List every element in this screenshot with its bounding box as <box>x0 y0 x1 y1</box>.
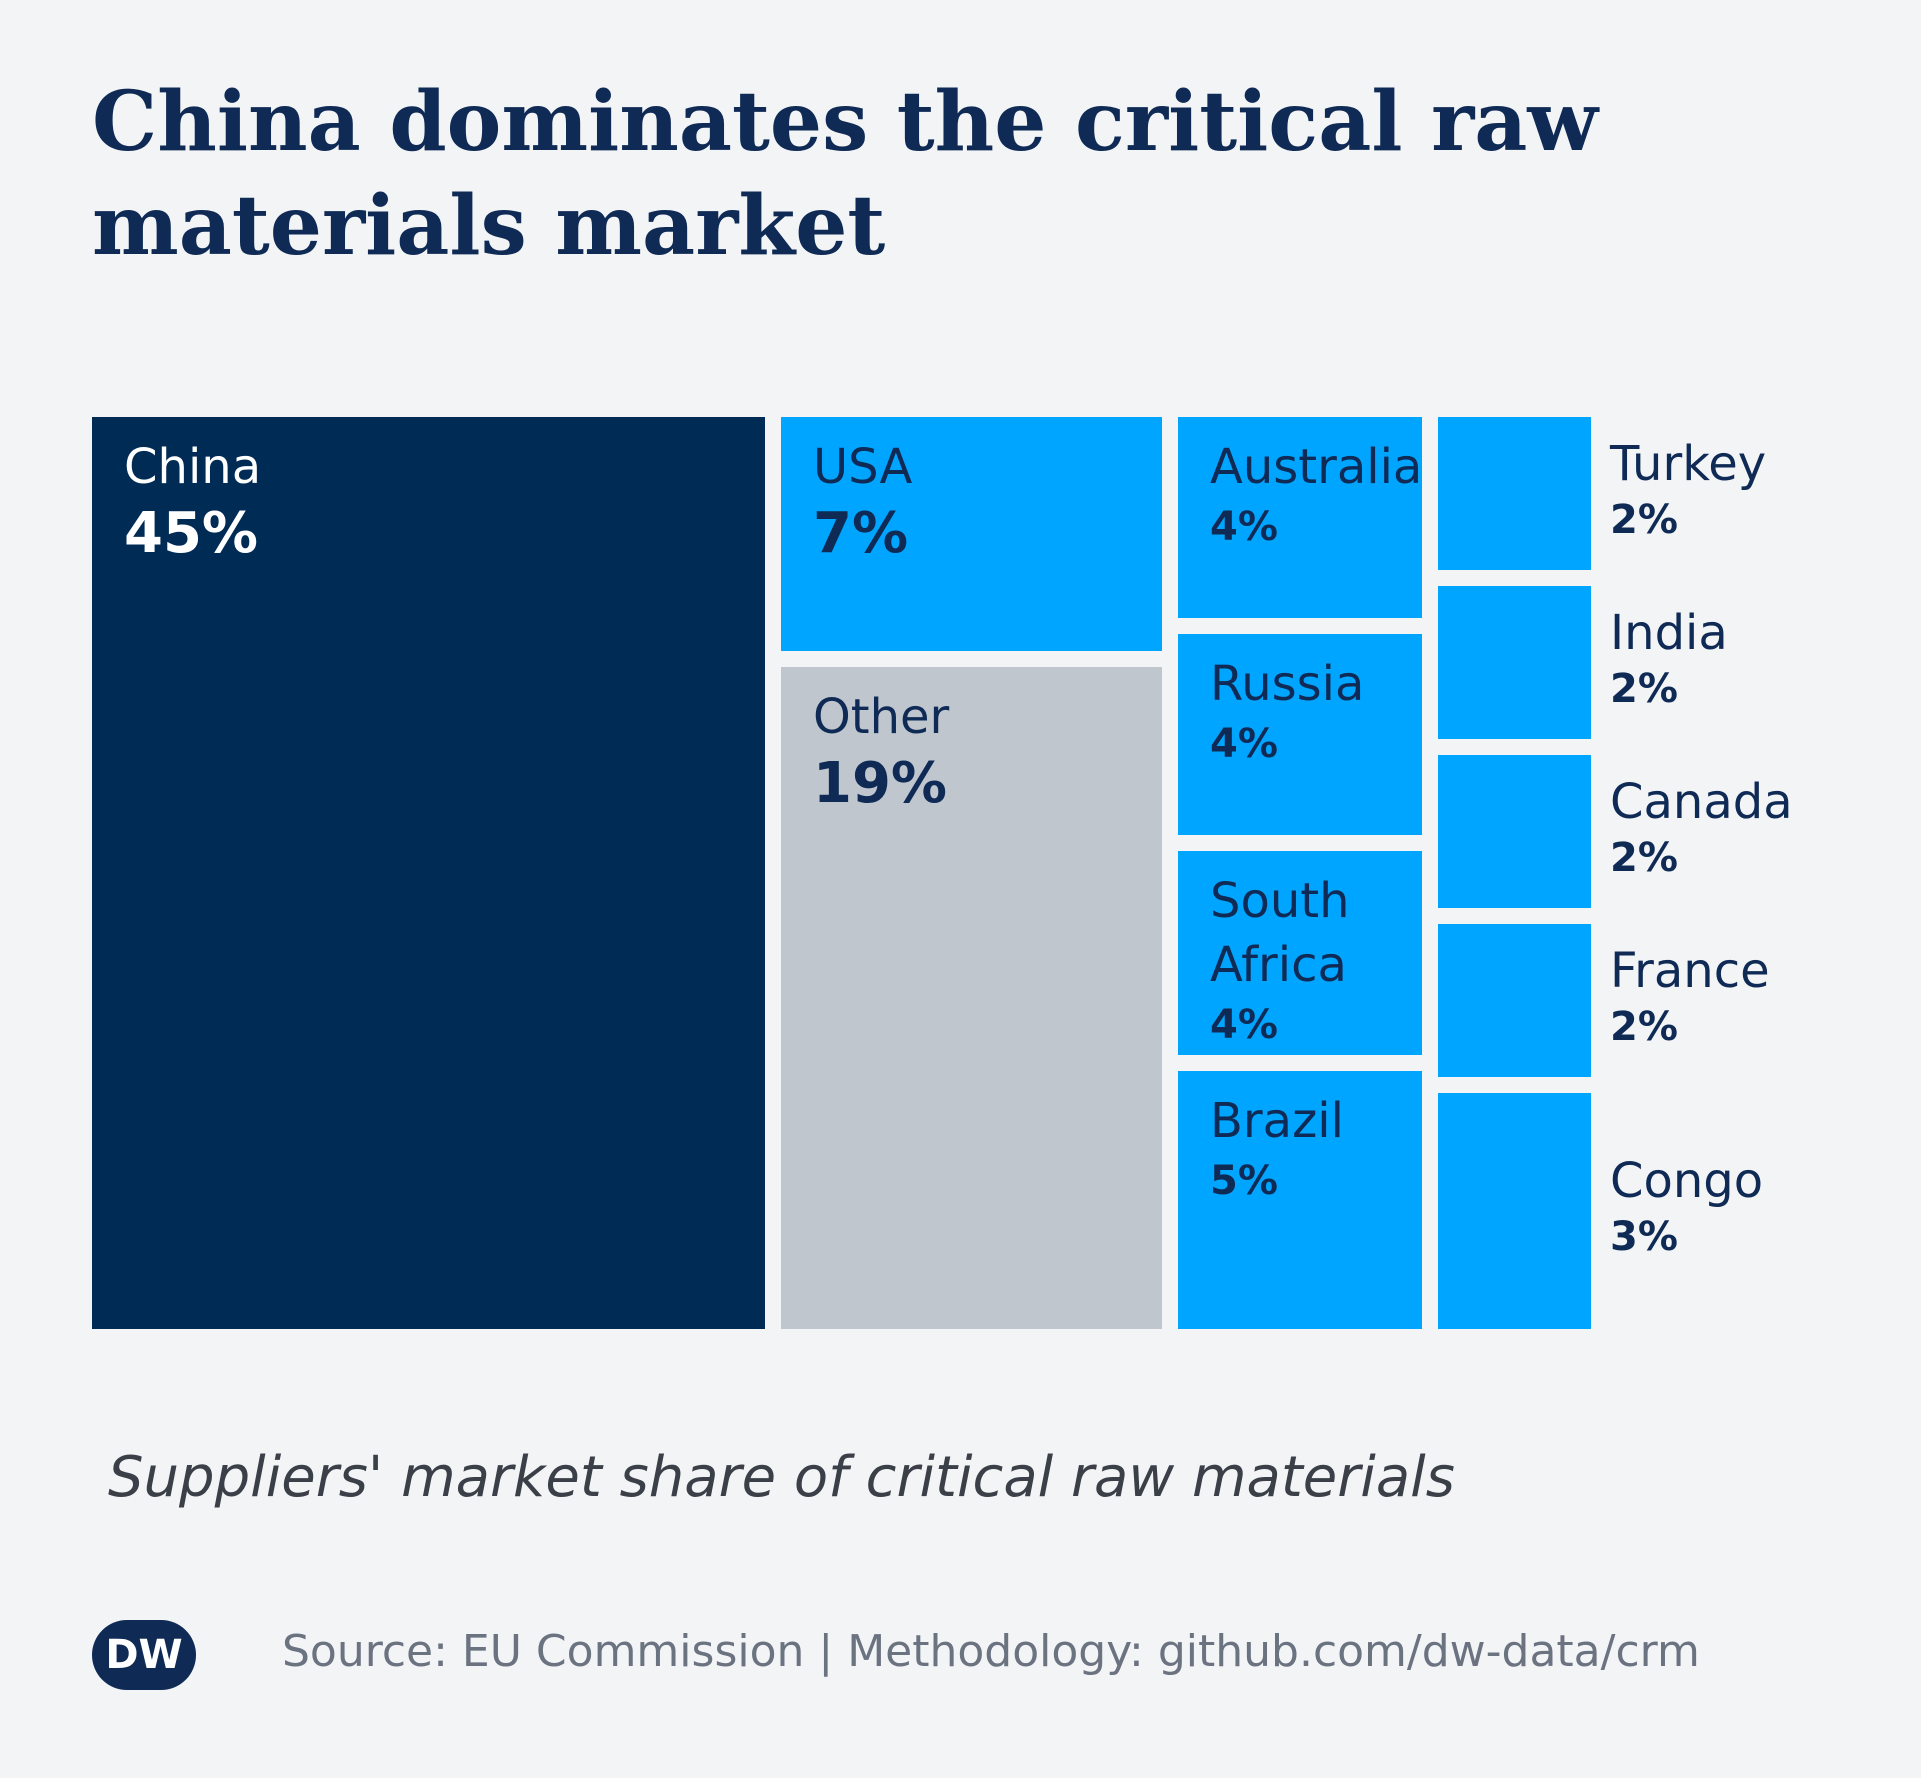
tile-label-name: France <box>1610 942 1770 999</box>
treemap-tile-brazil: Brazil 5% <box>1178 1071 1422 1329</box>
tile-label-value: 2% <box>1610 834 1678 881</box>
tile-label-value: 2% <box>1610 1003 1678 1050</box>
tile-label-value: 4% <box>1210 721 1278 767</box>
tile-label-name: Australia <box>1210 439 1423 495</box>
treemap-tile-congo <box>1438 1093 1591 1329</box>
tile-label-value: 45% <box>124 501 259 566</box>
treemap-tile-france <box>1438 924 1591 1077</box>
outside-label-congo: Congo 3% <box>1610 1153 1763 1265</box>
dw-logo-icon: DW <box>92 1620 196 1690</box>
tile-label-name: Russia <box>1210 656 1365 712</box>
tile-label-australia: Australia 4% <box>1210 435 1422 555</box>
tile-label-name: Congo <box>1610 1153 1764 1209</box>
tile-label-other: Other 19% <box>813 685 949 819</box>
treemap-tile-china: China 45% <box>92 417 765 1329</box>
chart-title: China dominates the critical raw materia… <box>92 70 1792 278</box>
chart-subtitle: Suppliers' market share of critical raw … <box>108 1445 1455 1510</box>
tile-label-russia: Russia 4% <box>1210 652 1364 772</box>
treemap-tile-turkey <box>1438 417 1591 570</box>
tile-label-brazil: Brazil 5% <box>1210 1089 1344 1209</box>
tile-label-value: 19% <box>813 751 948 816</box>
tile-label-china: China 45% <box>124 435 261 569</box>
tile-label-name: China <box>124 439 262 495</box>
tile-label-name: Turkey <box>1610 435 1767 492</box>
treemap-tile-australia: Australia 4% <box>1178 417 1422 618</box>
tile-label-usa: USA 7% <box>813 435 912 569</box>
tile-label-name: India <box>1610 604 1728 661</box>
tile-label-value: 2% <box>1610 496 1678 543</box>
tile-label-value: 2% <box>1610 665 1678 712</box>
tile-label-value: 3% <box>1610 1214 1678 1260</box>
tile-label-value: 4% <box>1210 504 1278 550</box>
tile-label-name: USA <box>813 439 913 495</box>
tile-label-value: 4% <box>1210 1002 1278 1048</box>
treemap-tile-india <box>1438 586 1591 739</box>
tile-label-name: South Africa <box>1210 873 1350 993</box>
source-note: Source: EU Commission | Methodology: git… <box>282 1626 1700 1677</box>
tile-label-south-africa: South Africa 4% <box>1210 869 1414 1053</box>
chart-title-line-2: materials market <box>92 178 886 274</box>
tile-label-name: Brazil <box>1210 1093 1344 1149</box>
outside-label-turkey: Turkey 2% <box>1610 436 1766 548</box>
outside-label-france: France 2% <box>1610 943 1770 1055</box>
outside-label-india: India 2% <box>1610 605 1728 717</box>
outside-label-canada: Canada 2% <box>1610 774 1793 886</box>
tile-label-name: Canada <box>1610 773 1793 830</box>
chart-title-line-1: China dominates the critical raw <box>92 74 1598 170</box>
treemap-tile-south-africa: South Africa 4% <box>1178 851 1422 1055</box>
tile-label-value: 5% <box>1210 1158 1278 1204</box>
tile-label-value: 7% <box>813 501 909 566</box>
treemap-tile-other: Other 19% <box>781 667 1162 1329</box>
dw-logo-text: DW <box>105 1632 182 1678</box>
treemap-tile-usa: USA 7% <box>781 417 1162 651</box>
treemap-tile-russia: Russia 4% <box>1178 634 1422 835</box>
tile-label-name: Other <box>813 689 950 745</box>
treemap-tile-canada <box>1438 755 1591 908</box>
